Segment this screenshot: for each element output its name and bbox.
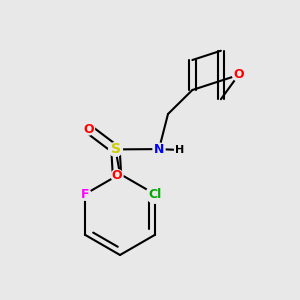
Text: F: F [81, 188, 89, 201]
Circle shape [82, 123, 94, 135]
Text: N: N [154, 142, 164, 156]
Text: O: O [112, 169, 122, 182]
Text: S: S [110, 142, 121, 156]
Circle shape [232, 69, 244, 81]
Text: H: H [176, 145, 184, 155]
Circle shape [146, 185, 164, 203]
Circle shape [111, 169, 123, 181]
Text: O: O [83, 122, 94, 136]
Circle shape [153, 143, 165, 155]
Text: Cl: Cl [148, 188, 162, 201]
Circle shape [79, 188, 91, 200]
Circle shape [109, 142, 122, 156]
Circle shape [175, 145, 185, 155]
Text: O: O [233, 68, 244, 82]
